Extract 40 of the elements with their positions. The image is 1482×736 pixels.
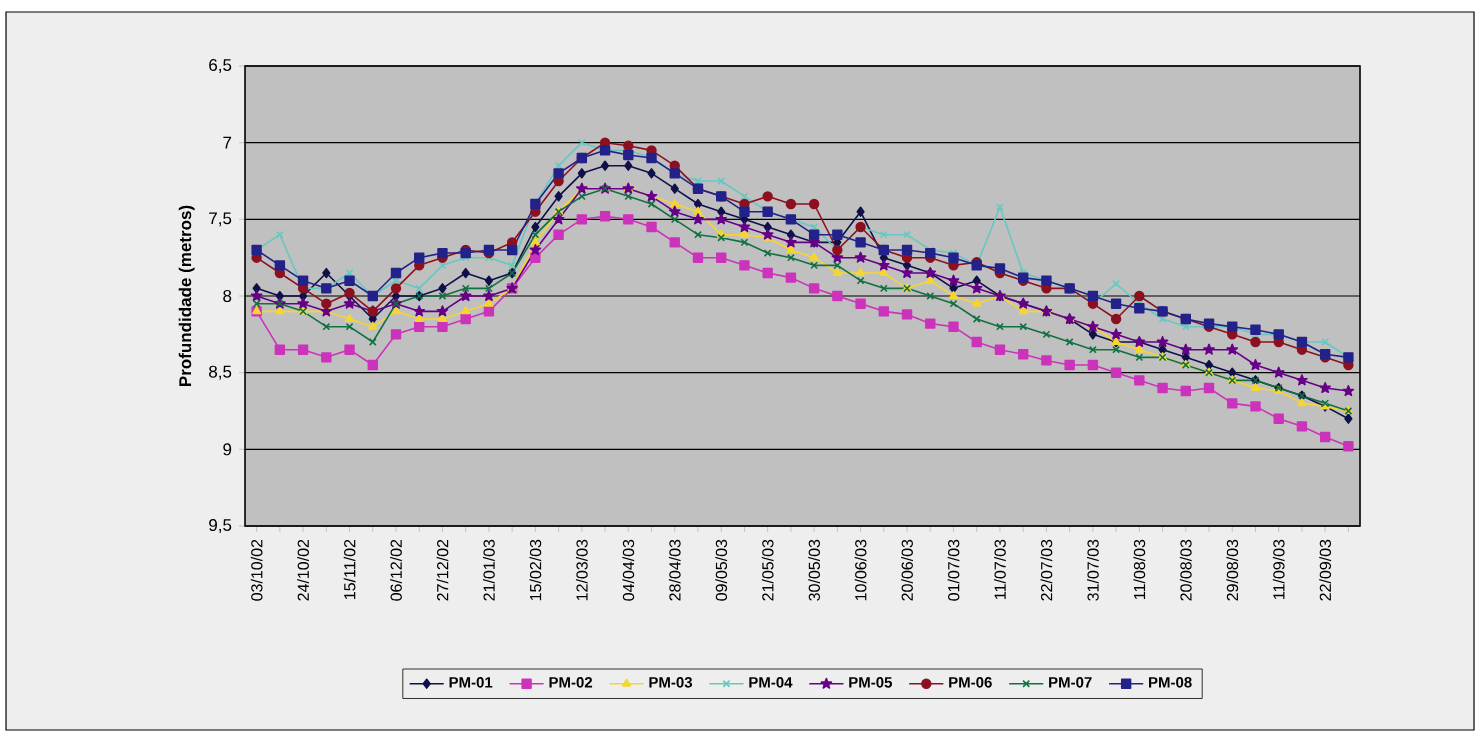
x-tick-label: 30/05/03	[808, 539, 820, 601]
legend-label: PM-02	[549, 677, 593, 688]
y-tick-label: 7	[223, 136, 232, 149]
x-tick-label: 20/06/03	[901, 539, 913, 601]
x-tick-label: 11/08/03	[1133, 539, 1146, 599]
x-tick-label: 29/08/03	[1226, 539, 1239, 601]
x-tick-label: 28/04/03	[668, 539, 681, 601]
y-tick-label: 9,5	[209, 519, 232, 534]
legend-label: PM-04	[749, 677, 793, 688]
x-tick-label: 20/08/03	[1179, 539, 1192, 601]
y-tick-label: 9	[223, 443, 232, 456]
x-tick-label: 22/07/03	[1040, 539, 1053, 601]
x-tick-label: 24/10/02	[297, 539, 309, 601]
x-tick-label: 04/04/03	[622, 539, 635, 601]
x-tick-label: 27/12/02	[436, 539, 449, 601]
x-tick-label: 21/05/03	[761, 539, 774, 601]
legend-label: PM-08	[1149, 677, 1192, 688]
x-tick-label: 03/10/02	[250, 539, 263, 601]
x-tick-label: 06/12/02	[390, 539, 402, 601]
y-tick-label: 8,5	[209, 365, 232, 380]
x-tick-label: 10/06/03	[854, 539, 867, 601]
x-tick-label: 22/09/03	[1319, 539, 1332, 601]
y-tick-label: 6,5	[209, 59, 232, 74]
x-tick-label: 01/07/03	[947, 539, 960, 601]
legend-label: PM-05	[849, 677, 893, 688]
legend-label: PM-03	[649, 677, 693, 688]
x-tick-label: 15/02/03	[529, 539, 542, 601]
x-tick-label: 31/07/03	[1086, 539, 1099, 601]
x-tick-label: 21/01/03	[483, 539, 495, 601]
x-tick-label: 11/09/03	[1272, 539, 1285, 599]
x-tick-label: 12/03/03	[575, 539, 588, 601]
x-tick-label: 11/07/03	[994, 539, 1006, 599]
y-tick-label: 8	[223, 290, 232, 303]
y-tick-label: 7,5	[209, 212, 232, 227]
legend-label: PM-06	[949, 677, 992, 688]
x-tick-label: 15/11/02	[343, 539, 356, 599]
x-tick-label: 09/05/03	[715, 539, 728, 601]
legend-label: PM-01	[449, 677, 493, 688]
legend-label: PM-07	[1049, 677, 1092, 688]
y-axis-title: Profundidade (metros)	[178, 205, 195, 387]
